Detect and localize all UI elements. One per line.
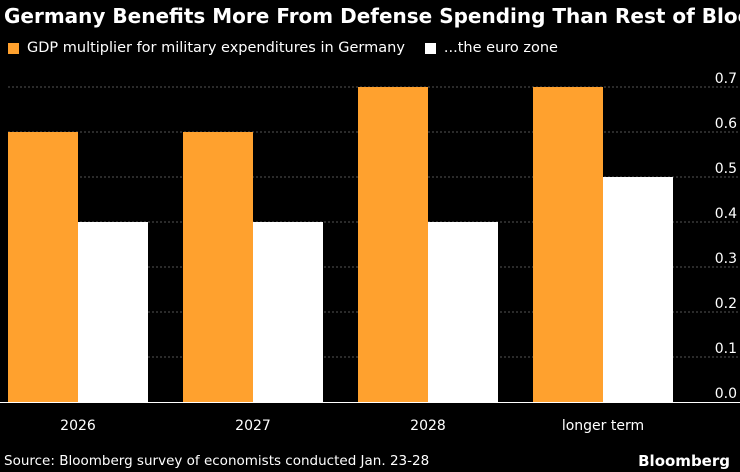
y-tick-label: 0.5 xyxy=(715,161,737,177)
y-tick-label: 0.7 xyxy=(715,71,737,87)
bar-euro-zone xyxy=(78,222,148,402)
y-tick-label: 0.1 xyxy=(715,341,737,357)
legend-label-germany: GDP multiplier for military expenditures… xyxy=(27,40,405,56)
y-tick-label: 0.0 xyxy=(715,386,737,402)
y-tick-label: 0.3 xyxy=(715,251,737,267)
legend-swatch-germany xyxy=(8,42,19,54)
legend-item-euro-zone: ...the euro zone xyxy=(424,40,558,56)
bar-euro-zone xyxy=(428,222,498,402)
bar-euro-zone xyxy=(253,222,323,402)
bar-germany xyxy=(358,87,428,402)
x-tick-label: longer term xyxy=(562,418,644,434)
bar-germany xyxy=(8,132,78,402)
axes: 0.0 0.1 0.2 0.3 0.4 0.5 0.6 0.7 2026 2027 2028 long… xyxy=(0,71,740,434)
x-tick-label: 2027 xyxy=(235,418,271,434)
y-tick-label: 0.4 xyxy=(715,206,737,222)
y-tick-label: 0.6 xyxy=(715,116,737,132)
source-note: Source: Bloomberg survey of economists c… xyxy=(4,453,430,469)
legend: GDP multiplier for military expenditures… xyxy=(8,40,578,56)
x-tick-label: 2028 xyxy=(410,418,446,434)
legend-item-germany: GDP multiplier for military expenditures… xyxy=(8,40,405,56)
bar-germany xyxy=(183,132,253,402)
bars xyxy=(8,87,673,402)
legend-label-euro-zone: ...the euro zone xyxy=(443,40,558,56)
bloomberg-logo: Bloomberg xyxy=(638,452,730,470)
x-tick-label: 2026 xyxy=(60,418,96,434)
bar-germany xyxy=(533,87,603,402)
bar-euro-zone xyxy=(603,177,673,402)
legend-swatch-euro-zone xyxy=(424,42,436,54)
y-tick-label: 0.2 xyxy=(715,296,737,312)
chart-title: Germany Benefits More From Defense Spend… xyxy=(4,4,740,28)
